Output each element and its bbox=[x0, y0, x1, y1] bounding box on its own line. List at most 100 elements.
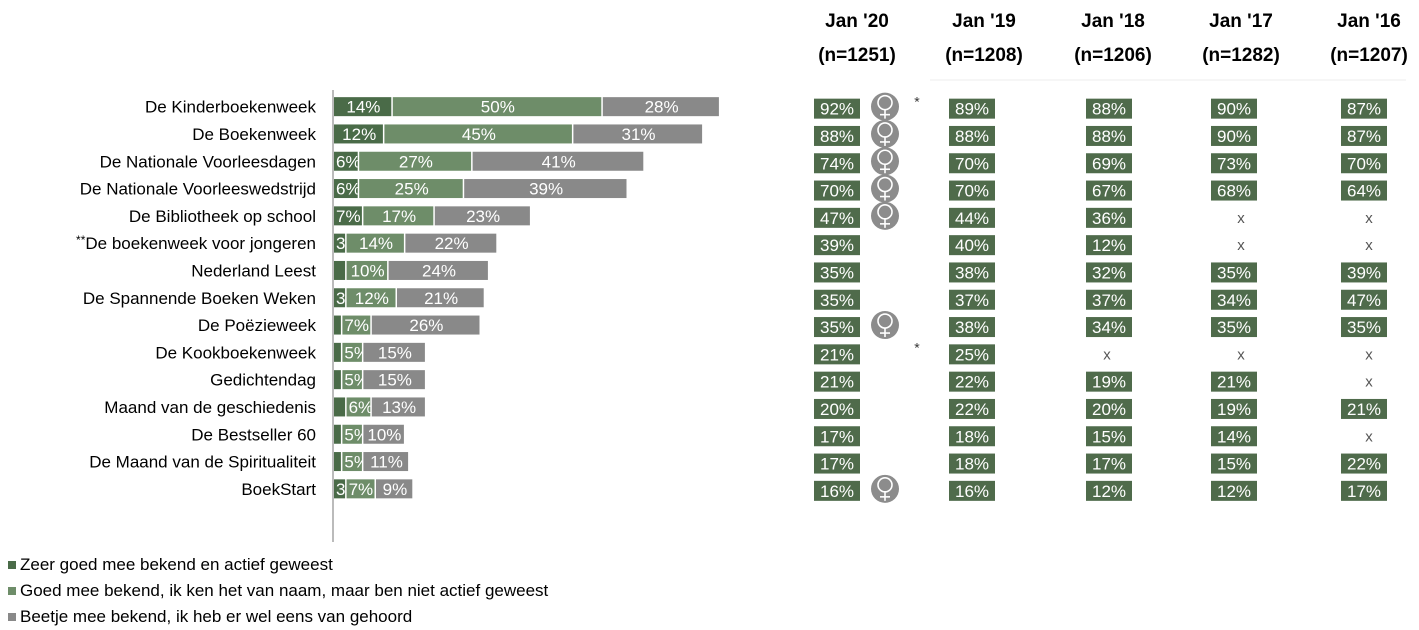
bar-segment bbox=[342, 370, 362, 390]
value-cell-label: 21% bbox=[1347, 400, 1381, 419]
bar-value-label: 12% bbox=[355, 289, 389, 308]
value-cell bbox=[814, 344, 860, 365]
value-cell-label: 70% bbox=[820, 182, 854, 201]
category-label-text: De boekenweek voor jongeren bbox=[85, 234, 316, 253]
bar-segment bbox=[371, 397, 425, 417]
not-measured-mark: x bbox=[1237, 210, 1245, 227]
value-cell-label: 22% bbox=[955, 400, 989, 419]
value-cell-label: 89% bbox=[955, 100, 989, 119]
value-cell bbox=[949, 235, 995, 256]
value-cell bbox=[1341, 125, 1387, 146]
value-cell bbox=[1086, 398, 1132, 419]
bar-value-label: 22% bbox=[435, 234, 469, 253]
value-cell-label: 37% bbox=[1092, 291, 1126, 310]
value-cell bbox=[1211, 317, 1257, 338]
value-cell bbox=[1211, 125, 1257, 146]
value-cell bbox=[949, 371, 995, 392]
value-cell-label: 38% bbox=[955, 318, 989, 337]
bar-segment bbox=[363, 424, 404, 444]
value-cell bbox=[1086, 98, 1132, 119]
value-cell-label: 74% bbox=[820, 154, 854, 173]
value-cell bbox=[1086, 480, 1132, 501]
legend-swatch bbox=[8, 613, 16, 621]
bar-value-label: 14% bbox=[359, 234, 393, 253]
value-cell-label: 19% bbox=[1092, 373, 1126, 392]
not-measured-mark: x bbox=[1365, 374, 1373, 391]
value-cell-label: 36% bbox=[1092, 209, 1126, 228]
bar-value-label: 6% bbox=[336, 152, 361, 171]
value-cell bbox=[1211, 180, 1257, 201]
value-cell bbox=[1341, 453, 1387, 474]
category-label: Nederland Leest bbox=[191, 261, 316, 280]
bar-segment bbox=[392, 97, 602, 117]
value-cell bbox=[949, 207, 995, 228]
value-cell-label: 35% bbox=[820, 318, 854, 337]
value-cell bbox=[1211, 398, 1257, 419]
category-label: BoekStart bbox=[241, 480, 316, 499]
value-cell-label: 32% bbox=[1092, 263, 1126, 282]
bar-segment bbox=[573, 124, 703, 144]
category-label: De Poëzieweek bbox=[198, 316, 317, 335]
bar-segment bbox=[334, 124, 383, 144]
bar-value-label: 11% bbox=[370, 453, 403, 472]
value-cell-label: 68% bbox=[1217, 182, 1251, 201]
bar-segment bbox=[346, 479, 375, 499]
bar-segment bbox=[334, 424, 341, 444]
category-label: De Maand van de Spiritualiteit bbox=[89, 453, 316, 472]
value-cell bbox=[814, 262, 860, 283]
value-cell-label: 70% bbox=[955, 182, 989, 201]
bar-value-label: 7% bbox=[344, 316, 369, 335]
bar-value-label: 12% bbox=[342, 125, 376, 144]
not-measured-mark: x bbox=[1365, 237, 1373, 254]
value-cell-label: 20% bbox=[1092, 400, 1126, 419]
value-cell-label: 21% bbox=[820, 373, 854, 392]
value-cell-label: 35% bbox=[1347, 318, 1381, 337]
value-cell bbox=[1086, 453, 1132, 474]
bar-value-label: 9% bbox=[383, 480, 408, 499]
bar-value-label: 27% bbox=[399, 152, 433, 171]
bar-segment bbox=[359, 151, 472, 171]
legend-entry-label: Zeer goed mee bekend en actief geweest bbox=[20, 555, 333, 574]
column-header-n: (n=1208) bbox=[945, 45, 1023, 66]
bar-value-label: 41% bbox=[542, 152, 576, 171]
value-cell-label: 90% bbox=[1217, 100, 1251, 119]
value-cell bbox=[949, 317, 995, 338]
value-cell-label: 17% bbox=[820, 455, 854, 474]
bar-segment bbox=[334, 97, 392, 117]
bar-value-label: 5% bbox=[344, 425, 369, 444]
bar-segment bbox=[405, 233, 497, 253]
legend-swatch bbox=[8, 561, 16, 569]
bar-segment bbox=[397, 288, 484, 308]
value-cell bbox=[814, 125, 860, 146]
bar-value-label: 15% bbox=[378, 343, 412, 362]
bar-value-label: 45% bbox=[462, 125, 496, 144]
bar-segment bbox=[363, 206, 434, 226]
not-measured-mark: x bbox=[1103, 346, 1111, 363]
bar-value-label: 5% bbox=[344, 371, 369, 390]
bar-value-label: 5% bbox=[344, 343, 369, 362]
value-cell bbox=[1341, 98, 1387, 119]
value-cell-label: 14% bbox=[1217, 427, 1251, 446]
bar-segment bbox=[334, 260, 346, 280]
not-measured-mark: x bbox=[1365, 346, 1373, 363]
value-cell bbox=[814, 153, 860, 174]
value-cell bbox=[814, 453, 860, 474]
value-cell bbox=[1211, 98, 1257, 119]
value-cell-label: 37% bbox=[955, 291, 989, 310]
bar-value-label: 23% bbox=[466, 207, 500, 226]
value-cell bbox=[814, 398, 860, 419]
value-cell bbox=[1211, 480, 1257, 501]
bar-segment bbox=[384, 124, 572, 144]
category-label: De Boekenweek bbox=[192, 125, 316, 144]
bar-value-label: 10% bbox=[351, 261, 385, 280]
female-symbol-icon bbox=[871, 474, 899, 503]
trend-table: Jan '20 (n=1251) Jan '19 (n=1208) Jan '18 (n=… bbox=[814, 11, 1408, 503]
value-cell bbox=[1086, 289, 1132, 310]
category-label: De Nationale Voorleeswedstrijd bbox=[80, 180, 316, 199]
value-cell bbox=[814, 98, 860, 119]
bar-value-label: 25% bbox=[395, 180, 429, 199]
value-cell-label: 19% bbox=[1217, 400, 1251, 419]
bar-segment bbox=[334, 370, 341, 390]
bar-segment bbox=[342, 342, 362, 362]
stacked-bars: De Kinderboekenweek 14% 50% 28% De Boekenwee… bbox=[76, 90, 719, 542]
